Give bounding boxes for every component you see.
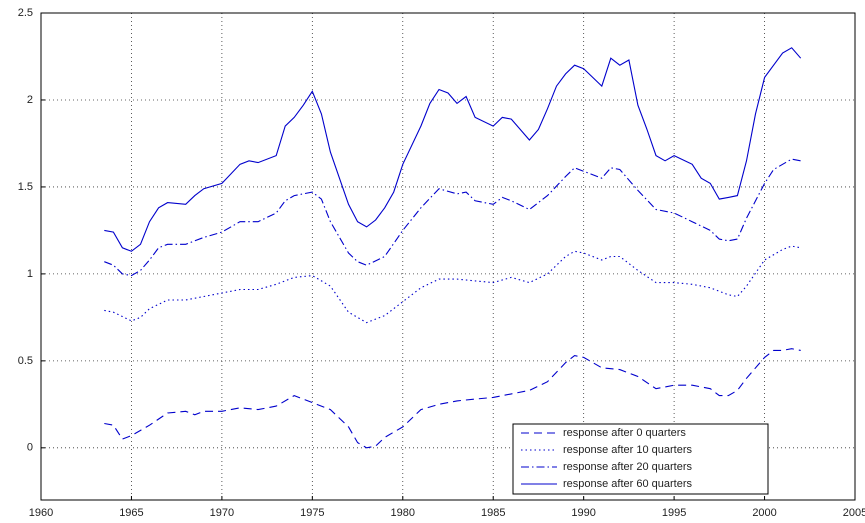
legend-box <box>512 423 769 495</box>
x-tick-label: 1985 <box>481 507 505 519</box>
series-line <box>104 245 801 324</box>
series-line <box>104 158 801 277</box>
legend-label: response after 0 quarters <box>563 427 686 439</box>
x-tick-label: 1975 <box>300 507 324 519</box>
x-tick-label: 2005 <box>843 507 865 519</box>
legend-label: response after 20 quarters <box>563 461 693 473</box>
y-tick-label: 2 <box>27 94 33 106</box>
y-tick-label: 0 <box>27 442 33 454</box>
legend-label: response after 10 quarters <box>563 444 693 456</box>
legend-label: response after 60 quarters <box>563 478 693 490</box>
x-tick-label: 1970 <box>210 507 234 519</box>
legend: response after 0 quarters response after … <box>512 423 769 495</box>
x-tick-label: 1995 <box>662 507 686 519</box>
x-tick-label: 1990 <box>571 507 595 519</box>
y-tick-label: 1 <box>27 268 33 280</box>
y-tick-label: 1.5 <box>18 181 33 193</box>
x-tick-label: 1980 <box>391 507 415 519</box>
x-tick-label: 1965 <box>119 507 143 519</box>
y-tick-label: 2.5 <box>18 7 33 19</box>
y-tick-label: 0.5 <box>18 355 33 367</box>
x-tick-label: 1960 <box>29 507 53 519</box>
plot-frame <box>40 12 856 501</box>
x-tick-label: 2000 <box>752 507 776 519</box>
series-line <box>104 47 802 252</box>
series-line <box>104 348 801 449</box>
